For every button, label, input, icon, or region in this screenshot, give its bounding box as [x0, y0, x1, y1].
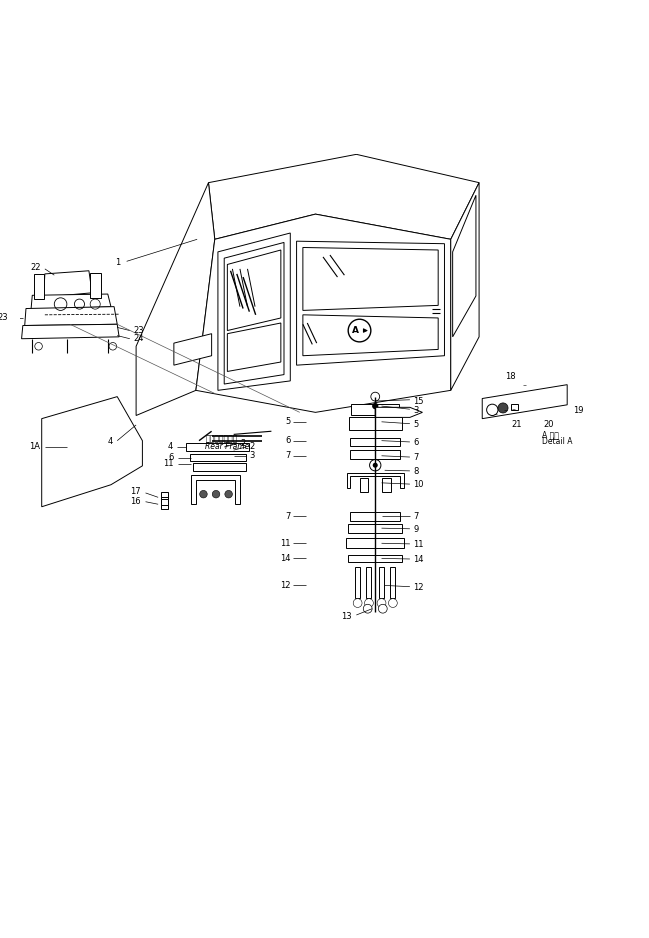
- Text: 11: 11: [280, 538, 290, 548]
- Text: 2: 2: [249, 443, 254, 451]
- Text: 7: 7: [413, 453, 419, 462]
- Circle shape: [353, 598, 362, 608]
- Polygon shape: [347, 473, 404, 488]
- FancyBboxPatch shape: [186, 443, 249, 451]
- Text: 17: 17: [130, 487, 141, 496]
- Text: 13: 13: [341, 612, 352, 621]
- FancyBboxPatch shape: [161, 499, 167, 507]
- Circle shape: [372, 403, 378, 409]
- FancyBboxPatch shape: [347, 538, 404, 549]
- Polygon shape: [451, 183, 479, 390]
- Text: 2: 2: [240, 439, 245, 448]
- FancyBboxPatch shape: [161, 497, 168, 501]
- Circle shape: [378, 604, 387, 613]
- Text: 23: 23: [0, 313, 8, 323]
- FancyBboxPatch shape: [379, 567, 384, 598]
- Polygon shape: [25, 307, 117, 325]
- Text: 11: 11: [413, 540, 424, 549]
- Text: 3: 3: [249, 451, 255, 461]
- Text: 12: 12: [280, 581, 290, 590]
- Circle shape: [212, 491, 220, 498]
- FancyBboxPatch shape: [351, 403, 399, 415]
- FancyBboxPatch shape: [355, 567, 360, 598]
- Circle shape: [225, 491, 232, 498]
- Circle shape: [109, 342, 117, 350]
- FancyBboxPatch shape: [511, 404, 518, 410]
- Text: 10: 10: [413, 480, 424, 490]
- Text: 23: 23: [133, 326, 143, 335]
- Text: 22: 22: [30, 264, 40, 272]
- Text: 16: 16: [130, 497, 141, 507]
- Text: 6: 6: [413, 438, 419, 447]
- FancyBboxPatch shape: [349, 417, 402, 430]
- Text: 21: 21: [511, 420, 522, 430]
- Polygon shape: [34, 274, 43, 299]
- Polygon shape: [136, 183, 215, 416]
- Text: 20: 20: [543, 420, 554, 430]
- Circle shape: [371, 392, 380, 401]
- Text: A: A: [352, 326, 360, 335]
- FancyBboxPatch shape: [350, 450, 400, 459]
- FancyBboxPatch shape: [348, 524, 402, 533]
- Text: 6: 6: [169, 453, 174, 462]
- Text: 6: 6: [285, 436, 290, 446]
- Text: Rear Frame: Rear Frame: [205, 442, 250, 451]
- Polygon shape: [208, 155, 479, 239]
- Polygon shape: [482, 385, 567, 418]
- Polygon shape: [90, 273, 101, 298]
- Text: リヤーフレーム: リヤーフレーム: [205, 434, 238, 444]
- FancyBboxPatch shape: [350, 512, 400, 521]
- Text: 14: 14: [280, 553, 290, 563]
- Circle shape: [363, 604, 372, 613]
- Circle shape: [498, 403, 508, 413]
- Circle shape: [373, 462, 378, 468]
- Text: 8: 8: [413, 467, 419, 476]
- Text: Detail A: Detail A: [542, 437, 572, 446]
- Polygon shape: [375, 407, 422, 417]
- FancyBboxPatch shape: [348, 554, 402, 562]
- Polygon shape: [196, 214, 451, 413]
- FancyBboxPatch shape: [367, 567, 371, 598]
- Text: 9: 9: [413, 525, 418, 534]
- Text: 7: 7: [285, 451, 290, 461]
- Text: 7: 7: [413, 512, 419, 522]
- Circle shape: [389, 598, 397, 608]
- Text: A 詳図: A 詳図: [542, 430, 559, 439]
- Text: 4: 4: [168, 443, 173, 451]
- Polygon shape: [174, 334, 212, 365]
- Circle shape: [200, 491, 207, 498]
- FancyBboxPatch shape: [352, 406, 398, 415]
- Text: 1A: 1A: [29, 443, 40, 451]
- Text: 3: 3: [413, 406, 419, 415]
- FancyBboxPatch shape: [161, 505, 168, 508]
- Polygon shape: [21, 325, 119, 339]
- Text: 5: 5: [285, 417, 290, 426]
- Circle shape: [35, 342, 42, 350]
- Circle shape: [365, 598, 373, 608]
- Text: 7: 7: [285, 512, 290, 521]
- Text: 4: 4: [108, 437, 113, 446]
- Polygon shape: [191, 476, 240, 504]
- Text: 15: 15: [413, 397, 424, 405]
- FancyBboxPatch shape: [193, 463, 246, 471]
- Text: 14: 14: [413, 555, 424, 564]
- Text: 11: 11: [164, 460, 174, 468]
- Text: 18: 18: [505, 372, 516, 381]
- Text: 1: 1: [115, 258, 120, 267]
- Text: 5: 5: [413, 420, 418, 430]
- Circle shape: [377, 598, 386, 608]
- Polygon shape: [43, 271, 92, 297]
- FancyBboxPatch shape: [382, 478, 391, 492]
- Polygon shape: [31, 294, 111, 310]
- FancyBboxPatch shape: [350, 437, 400, 446]
- Text: 24: 24: [133, 334, 143, 343]
- FancyBboxPatch shape: [161, 492, 167, 499]
- FancyBboxPatch shape: [390, 567, 395, 598]
- Polygon shape: [218, 233, 290, 390]
- Text: 19: 19: [573, 406, 583, 415]
- FancyBboxPatch shape: [360, 478, 369, 492]
- FancyBboxPatch shape: [190, 454, 246, 461]
- Polygon shape: [42, 397, 142, 507]
- Text: 12: 12: [413, 582, 424, 592]
